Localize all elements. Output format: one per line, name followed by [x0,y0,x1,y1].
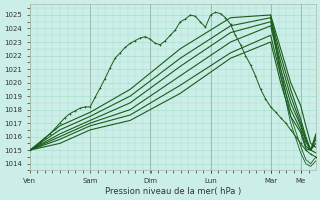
X-axis label: Pression niveau de la mer( hPa ): Pression niveau de la mer( hPa ) [105,187,241,196]
